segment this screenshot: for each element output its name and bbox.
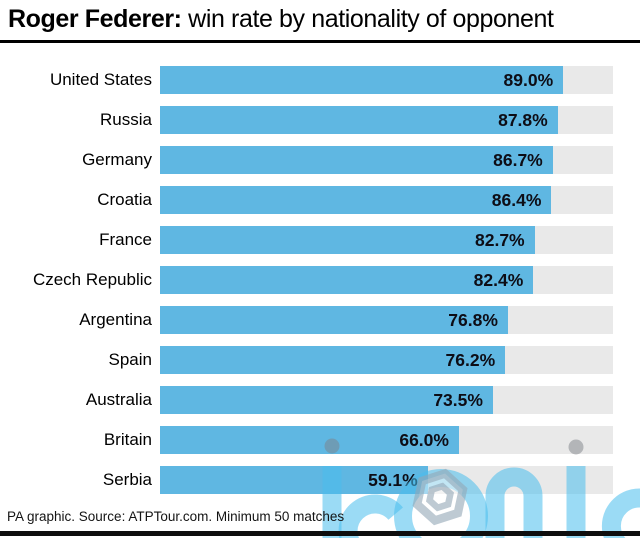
value-label: 86.4%	[491, 189, 542, 210]
value-label: 86.7%	[493, 149, 543, 170]
chart-row: Czech Republic 82.4%	[0, 260, 640, 300]
chart-row: France 82.7%	[0, 220, 640, 260]
value-label: 59.1%	[368, 469, 418, 490]
chart-row: Serbia 59.1%	[0, 460, 640, 500]
chart-row: Russia 87.8%	[0, 100, 640, 140]
chart-row: Argentina 76.8%	[0, 300, 640, 340]
bar: 86.4%	[160, 186, 552, 214]
chart-row: United States 89.0%	[0, 60, 640, 100]
title-regular-segment: win rate by nationality of opponent	[181, 5, 554, 33]
bar-track: 76.2%	[160, 346, 613, 374]
bar-track: 66.0%	[160, 426, 613, 454]
category-label: Russia	[100, 110, 152, 129]
bar: 87.8%	[160, 106, 558, 134]
bar: 59.1%	[160, 466, 428, 494]
chart-row: Britain 66.0%	[0, 420, 640, 460]
value-label: 66.0%	[399, 429, 449, 450]
chart-row: Germany 86.7%	[0, 140, 640, 180]
value-label: 73.5%	[433, 389, 483, 410]
title-divider	[0, 40, 640, 43]
bar: 82.7%	[160, 226, 535, 254]
value-label: 76.8%	[448, 309, 498, 330]
page-title: Roger Federer: win rate by nationality o…	[8, 5, 554, 34]
bar: 86.7%	[160, 146, 553, 174]
value-label: 82.7%	[475, 229, 525, 250]
bar-track: 76.8%	[160, 306, 613, 334]
bar: 89.0%	[160, 66, 564, 94]
value-label: 87.8%	[498, 109, 548, 130]
title-bold-segment: Roger Federer:	[8, 5, 182, 33]
category-label: Argentina	[79, 310, 152, 329]
bar: 66.0%	[160, 426, 459, 454]
bar: 82.4%	[160, 266, 534, 294]
bar: 73.5%	[160, 386, 493, 414]
chart-row: Australia 73.5%	[0, 380, 640, 420]
category-label: Czech Republic	[32, 270, 152, 289]
value-label: 89.0%	[503, 69, 554, 90]
value-label: 82.4%	[473, 269, 524, 290]
category-label: United States	[49, 70, 152, 89]
bar-track: 86.7%	[160, 146, 613, 174]
category-label: Spain	[108, 350, 152, 369]
bottom-divider	[0, 531, 640, 536]
category-label: Australia	[85, 390, 152, 409]
bar: 76.8%	[160, 306, 508, 334]
bar-track: 59.1%	[160, 466, 613, 494]
chart-row: Croatia 86.4%	[0, 180, 640, 220]
category-label: Germany	[82, 150, 152, 169]
bar-track: 82.4%	[160, 266, 613, 294]
category-label: Croatia	[97, 190, 152, 209]
category-label: Serbia	[102, 470, 152, 489]
bar-track: 82.7%	[160, 226, 613, 254]
bar-track: 89.0%	[160, 66, 613, 94]
chart-row: Spain 76.2%	[0, 340, 640, 380]
bar-chart: United States 89.0% Russia 87.8% Germany 86.7…	[0, 60, 640, 500]
category-label: France	[99, 230, 152, 249]
bar-track: 86.4%	[160, 186, 613, 214]
bar-track: 87.8%	[160, 106, 613, 134]
category-label: Britain	[103, 430, 152, 449]
source-credit: PA graphic. Source: ATPTour.com. Minimum…	[7, 509, 345, 524]
bar-track: 73.5%	[160, 386, 613, 414]
bar: 76.2%	[160, 346, 506, 374]
value-label: 76.2%	[445, 349, 496, 370]
